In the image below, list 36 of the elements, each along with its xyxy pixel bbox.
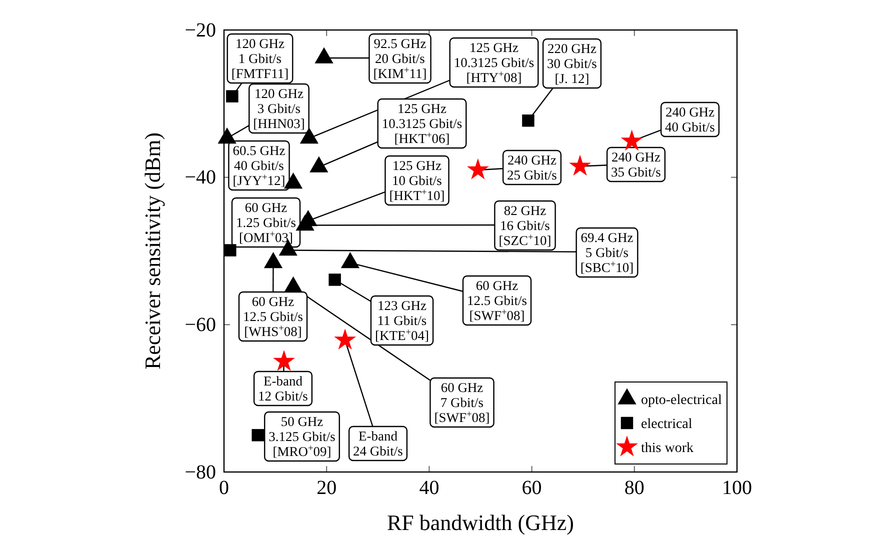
annotation: 120 GHz 3 Gbit/s [HHN03] [253,86,305,131]
y-tick-label: −60 [184,314,216,336]
y-tick-label: −40 [184,166,216,189]
annotation: 60 GHz 12.5 Gbit/s [SWF$^{+}$08] [466,278,528,323]
annotation: 240 GHz 35 Gbit/s [611,150,661,180]
legend-label: this work [641,441,694,456]
y-tick-label: −20 [184,19,216,42]
annotation: 125 GHz 10.3125 Gbit/s [HTY$^{+}$08] [454,40,534,85]
x-tick-label: 100 [722,477,752,500]
x-tick-label: 0 [219,477,229,500]
legend-label: electrical [641,417,692,432]
annotation: 50 GHz 3.125 Gbit/s [MRO$^{+}$09] [268,414,336,459]
x-tick-label: 80 [624,477,644,500]
annotation: 69.4 GHz 5 Gbit/s [SBC$^{+}$10] [580,230,634,275]
annotation: 125 GHz 10.3125 Gbit/s [HKT$^{+}$06] [382,101,462,146]
y-axis-title: Receiver sensitivity (dBm) [140,132,165,370]
annotation: 120 GHz 1 Gbit/s [FMTF11] [231,36,289,81]
y-tick-label: −80 [184,461,216,484]
annotation: 125 GHz 10 Gbit/s [HKT$^{+}$10] [389,158,445,203]
annotation: 60 GHz 7 Gbit/s [SWF$^{+}$08] [434,380,490,425]
annotation: 240 GHz 25 Gbit/s [507,152,557,182]
annotation: 220 GHz 30 Gbit/s [J. 12] [547,41,597,86]
legend-label: opto-electrical [641,393,722,408]
x-tick-label: 40 [419,477,440,500]
annotation: E-band 12 Gbit/s [258,374,308,404]
x-tick-label: 20 [316,477,337,500]
annotation: 92.5 GHz 20 Gbit/s [KIM$^{+}$11] [373,36,427,81]
annotation: E-band 24 Gbit/s [353,428,403,458]
annotation: 60 GHz 1.25 Gbit/s [OMI$^{+}$03] [236,200,296,245]
annotation: 82 GHz 16 Gbit/s [SZC$^{+}$10] [498,203,552,248]
x-tick-label: 60 [522,477,542,500]
annotation: 60 GHz 12.5 Gbit/s [WHS$^{+}$08] [242,294,304,339]
annotation: 60.5 GHz 40 Gbit/s [JYY$^{+}$12] [232,143,286,188]
annotation: 240 GHz 40 Gbit/s [665,104,715,134]
annotation: 123 GHz 11 Gbit/s [KTE$^{+}$04] [374,298,430,343]
x-axis-title: RF bandwidth (GHz) [387,510,574,535]
